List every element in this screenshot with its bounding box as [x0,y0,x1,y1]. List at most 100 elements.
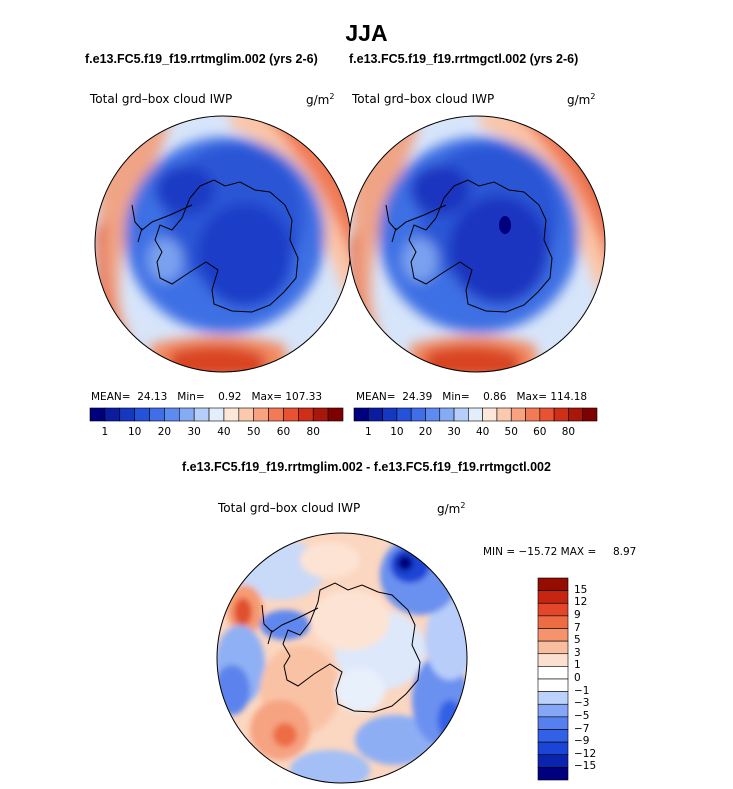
colorbar-box [238,407,255,422]
colorbar-box [537,691,569,705]
colorbar-box [223,407,240,422]
colorbar-box [89,407,106,422]
colorbar-level-label: −3 [574,697,590,710]
colorbar-box [537,716,569,730]
colorbar-box [164,407,180,422]
colorbar-level-label: 0 [574,672,581,684]
colorbar-tick-label: 10 [390,426,404,438]
colorbar-tick-label: 30 [187,426,201,438]
colorbar-tick-label: 10 [127,426,142,438]
colorbar-box [149,407,165,422]
colorbar-box [537,666,569,680]
colorbar-box [382,407,398,422]
colorbar-box [537,729,569,743]
colorbar-box [208,407,225,422]
colorbar-tick-label: 1 [101,426,109,438]
colorbar-level-label: −5 [574,709,590,722]
colorbar-level-label: 5 [574,634,581,647]
difference-minmax: MIN = −15.72 MAX = 8.97 [483,546,637,558]
colorbar-level-label: −7 [574,722,590,735]
colorbar-tick-label: 1 [364,426,372,438]
colorbar-tick-label: 30 [447,426,461,438]
colorbar-box [510,407,526,422]
difference-run-title: f.e13.FC5.f19_f19.rrtmglim.002 - f.e13.F… [182,460,551,474]
colorbar-box [568,407,584,422]
colorbar-level-label: 12 [574,596,588,609]
colorbar-tick-label: 50 [504,426,518,438]
right-polar-map [348,115,606,373]
colorbar-box [327,407,344,422]
colorbar-box [537,741,569,756]
colorbar-box [468,407,483,422]
colorbar-box [253,407,269,422]
colorbar-tick-label: 60 [533,426,547,438]
colorbar-box [537,703,569,718]
colorbar-box [537,577,569,591]
left-panel-units-label: g/m2 [306,92,335,107]
colorbar-box [410,407,426,422]
left-polar-map [94,115,352,373]
left-panel-run-title: f.e13.FC5.f19_f19.rrtmglim.002 (yrs 2-6) [85,52,318,66]
colorbar-tick-label: 60 [276,426,291,438]
colorbar-box [396,407,412,422]
right-panel-stats: MEAN= 24.39 Min= 0.86 Max= 114.18 [356,391,588,403]
colorbar-level-label: −12 [574,747,597,760]
colorbar-box [268,407,284,422]
colorbar-tick-label: 80 [561,426,576,438]
figure-title: JJA [345,20,388,46]
colorbar-tick-label: 40 [475,426,490,438]
colorbar-box [298,407,314,422]
colorbar-box [193,407,210,422]
colorbar-tick-label: 20 [157,426,172,438]
colorbar-box [453,407,469,422]
colorbar-level-label: 1 [574,659,581,672]
colorbar-box [582,407,598,422]
right-colorbar [353,407,598,422]
colorbar-box [537,640,569,655]
colorbar-tick-label: 80 [306,426,320,438]
colorbar-box [537,678,569,692]
colorbar-box [178,407,195,422]
colorbar-level-label: 3 [574,646,581,659]
left-panel-stats: MEAN= 24.13 Min= 0.92 Max= 107.33 [91,391,323,403]
colorbar-box [537,602,569,617]
right-panel-variable-label: Total grd–box cloud IWP [352,92,495,106]
colorbar-box [482,407,498,422]
left-panel-variable-label: Total grd–box cloud IWP [90,92,233,106]
colorbar-box [283,407,299,422]
colorbar-level-label: −1 [574,684,590,697]
left-colorbar [89,407,344,422]
colorbar-box [353,407,369,422]
colorbar-box [104,407,121,422]
colorbar-box [537,628,569,642]
colorbar-box [525,407,541,422]
colorbar-box [537,590,569,604]
colorbar-box [537,767,569,781]
colorbar-box [539,407,555,422]
right-panel-run-title: f.e13.FC5.f19_f19.rrtmgctl.002 (yrs 2-6) [349,52,579,66]
colorbar-level-label: 7 [574,621,581,634]
colorbar-box [425,407,441,422]
colorbar-box [553,407,569,422]
colorbar-box [439,407,455,422]
colorbar-level-label: −15 [574,760,597,773]
colorbar-level-label: −9 [574,735,590,748]
difference-units-label: g/m2 [437,501,466,516]
colorbar-box [119,407,135,422]
right-panel-units-label: g/m2 [567,92,596,107]
colorbar-box [496,407,512,422]
difference-variable-label: Total grd–box cloud IWP [218,501,361,515]
colorbar-box [134,407,150,422]
colorbar-level-label: 15 [574,583,588,596]
colorbar-tick-label: 20 [418,426,433,438]
colorbar-level-label: 9 [574,608,581,621]
colorbar-box [367,407,383,422]
difference-colorbar [537,577,569,781]
colorbar-box [537,653,569,667]
difference-polar-map [216,532,468,784]
colorbar-box [537,615,569,629]
colorbar-box [312,407,329,422]
colorbar-tick-label: 40 [217,426,231,438]
colorbar-tick-label: 50 [247,426,261,438]
